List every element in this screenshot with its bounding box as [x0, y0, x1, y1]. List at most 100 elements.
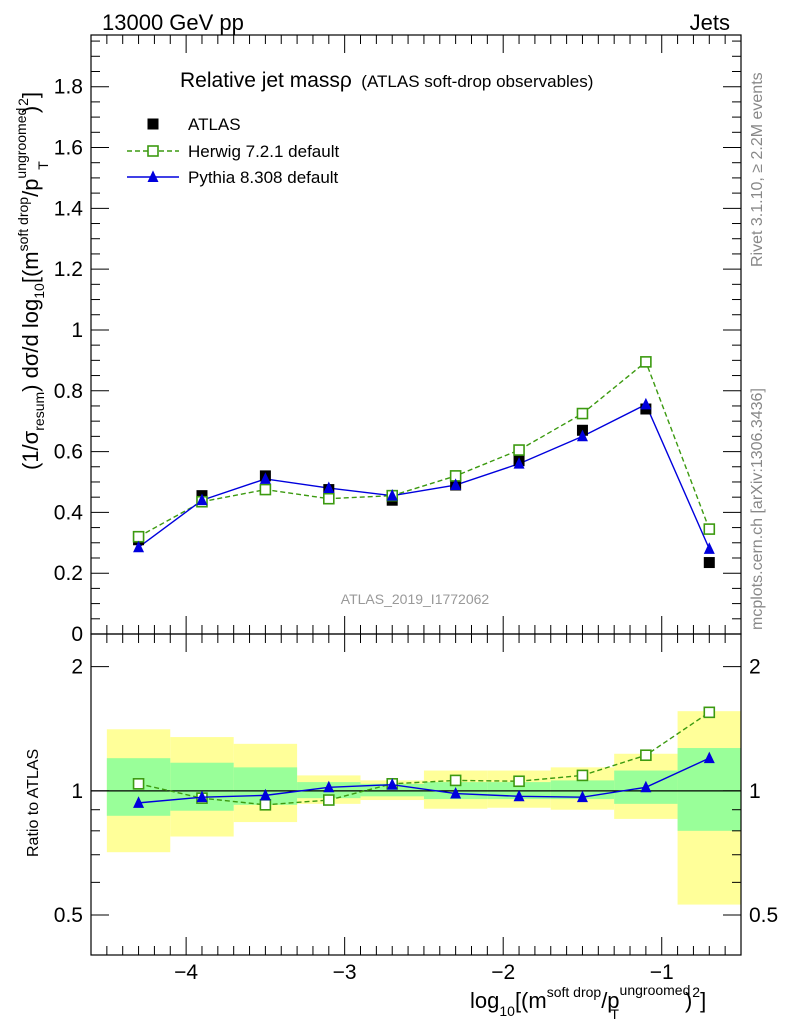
x-tick-label: −3	[333, 961, 357, 984]
ylabel-part-b: ) dσ/d log	[18, 299, 43, 392]
ratio-point-herwig	[640, 749, 652, 762]
ratio-point-pythia	[386, 778, 398, 790]
y-tick-label-main: 1	[71, 319, 83, 342]
ratio-point-pythia	[450, 786, 462, 799]
ratio-point-herwig	[703, 706, 716, 719]
ylabel-part-a: (1/σ	[18, 430, 43, 470]
xlabel-sub-c: T	[610, 1006, 619, 1022]
ylabel-part-d: /p	[18, 179, 43, 197]
ratio-point-herwig	[132, 778, 145, 790]
main-point-atlas	[703, 557, 715, 569]
plot-title-main: Relative jet massρ	[180, 69, 352, 92]
ratio-point-pythia	[640, 780, 652, 793]
ratio-point-herwig	[259, 799, 272, 811]
header-right: Jets	[690, 10, 730, 35]
ratio-point-pythia	[703, 751, 715, 764]
y-axis-label-main: (1/σresum) dσ/d log10[(msoft drop/pungro…	[13, 92, 51, 470]
ratio-point-herwig	[513, 775, 525, 788]
xlabel-sub-a: 10	[499, 1003, 515, 1019]
legend-label: ATLAS	[188, 115, 241, 134]
watermark: ATLAS_2019_I1772062	[341, 591, 490, 607]
xlabel-part-c: /p	[601, 988, 619, 1013]
y-tick-label-main: 0.8	[54, 380, 83, 403]
legend: ATLAS Herwig 7.2.1 default Pythia 8.308 de…	[127, 115, 339, 187]
y-tick-label-main: 1.8	[54, 76, 83, 99]
main-point-pythia	[133, 540, 145, 553]
legend-label: Pythia 8.308 default	[188, 168, 339, 187]
ratio-plot-frame	[90, 633, 742, 956]
ratio-point-herwig	[449, 774, 462, 787]
y-tick-label-main: 0.2	[54, 562, 83, 585]
y-tick-label-main: 0.4	[54, 501, 84, 524]
main-point-herwig	[576, 407, 589, 420]
legend-marker-pythia	[147, 170, 159, 182]
main-point-pythia	[386, 489, 398, 501]
ratio-point-pythia	[576, 790, 588, 803]
xlabel-part-b: [(m	[515, 988, 547, 1013]
side-text-top: Rivet 3.1.10, ≥ 2.2M events	[749, 72, 766, 267]
main-point-pythia	[576, 429, 588, 442]
plot-title: Relative jet massρ (ATLAS soft-drop obse…	[180, 69, 593, 92]
x-tick-label: −4	[174, 961, 198, 984]
main-point-herwig	[323, 492, 335, 505]
x-tick-label: −2	[491, 961, 515, 984]
ylabel-sup-d: ungroomed	[13, 108, 29, 179]
axis-ticks	[90, 35, 742, 956]
ylabel-sup-e: 2	[15, 98, 31, 106]
ratio-series	[132, 706, 716, 811]
ratio-line-pythia	[138, 757, 710, 804]
xlabel-part-a: log	[470, 988, 499, 1013]
ratio-point-pythia	[259, 788, 271, 801]
ratio-point-pythia	[323, 780, 335, 793]
x-tick-label: −1	[650, 961, 674, 984]
main-point-pythia	[640, 397, 652, 410]
ratio-point-pythia	[513, 789, 525, 802]
x-axis-label: log10[(msoft drop/pungroomed T)2]	[470, 982, 706, 1022]
y-tick-label-ratio: 1	[71, 780, 83, 803]
side-text-bottom: mcplots.cern.ch [arXiv:1306.3436]	[749, 388, 766, 630]
plot-frames	[90, 34, 742, 956]
main-point-pythia	[513, 457, 525, 469]
plot-title-sub: (ATLAS soft-drop observables)	[361, 72, 593, 91]
ylabel-sub-d: T	[35, 161, 51, 170]
ylabel-sub-a: resum	[31, 392, 47, 431]
y-tick-label-main: 0	[71, 623, 83, 646]
y-tick-label-main: 0.6	[54, 441, 83, 464]
main-point-pythia	[323, 481, 335, 494]
ylabel-part-f: ]	[18, 92, 43, 98]
y-tick-label-main: 1.6	[54, 137, 83, 160]
main-series	[132, 356, 716, 569]
main-point-herwig	[640, 356, 652, 368]
ratio-point-herwig	[576, 769, 589, 782]
ratio-point-herwig	[323, 794, 335, 806]
y-tick-label-ratio: 2	[71, 656, 83, 679]
ratio-point-pythia	[196, 790, 208, 803]
ylabel-sub-b: 10	[31, 283, 47, 299]
ylabel-part-e: )	[18, 106, 43, 113]
y-tick-label-main: 1.2	[54, 258, 83, 281]
y-tick-label-ratio-right: 0.5	[749, 904, 778, 927]
legend-marker-herwig	[147, 145, 159, 157]
ratio-point-pythia	[133, 796, 145, 808]
main-point-herwig	[259, 483, 272, 496]
tick-labels: −4 −3 −2 −1 0 0.2 0.4 0.6 0.8 1 1.2 1.4 1.6 1.8 0.5 0.5…	[54, 76, 778, 984]
main-line-pythia	[138, 403, 710, 550]
main-line-herwig	[138, 360, 710, 538]
xlabel-sup-c: ungroomed	[620, 982, 691, 998]
main-point-herwig	[703, 523, 716, 535]
legend-label: Herwig 7.2.1 default	[188, 142, 339, 161]
legend-marker-atlas	[147, 118, 159, 130]
xlabel-part-e: ]	[700, 988, 706, 1013]
y-axis-label-ratio: Ratio to ATLAS	[25, 749, 42, 857]
xlabel-sup-d: 2	[692, 984, 700, 1000]
y-tick-label-main: 1.4	[54, 197, 84, 220]
ratio-line-herwig	[138, 711, 710, 806]
header-left: 13000 GeV pp	[102, 10, 244, 35]
main-point-herwig	[513, 444, 525, 456]
ylabel-sup-c: soft drop	[15, 197, 31, 252]
main-point-herwig	[132, 530, 145, 543]
main-point-pythia	[196, 493, 208, 506]
ratio-bands	[106, 711, 741, 905]
main-point-pythia	[450, 478, 462, 490]
